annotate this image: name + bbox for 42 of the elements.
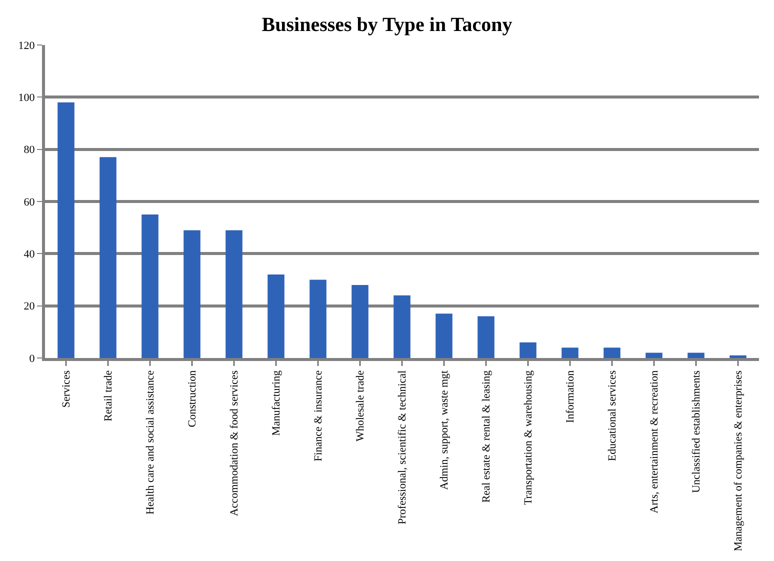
x-tick-label: Information xyxy=(564,370,577,423)
bar xyxy=(562,348,578,358)
bar xyxy=(352,284,368,358)
y-tick-label: 40 xyxy=(24,248,36,261)
x-tick-label: Professional, scientific & technical xyxy=(396,370,409,524)
x-tick-label: Finance & insurance xyxy=(312,370,325,462)
x-tick-label: Construction xyxy=(186,370,199,428)
x-tick-label: Wholesale trade xyxy=(354,370,367,442)
y-tick-label: 80 xyxy=(24,144,36,156)
bar xyxy=(268,274,284,358)
x-tick-label: Manufacturing xyxy=(270,370,283,436)
x-tick-label: Real estate & rental & leasing xyxy=(480,370,493,503)
bar xyxy=(436,314,452,358)
x-tick-label: Admin, support, waste mgt xyxy=(438,370,451,490)
bar xyxy=(58,102,74,358)
bar xyxy=(520,342,536,358)
y-tick-label: 0 xyxy=(29,352,36,365)
bar xyxy=(310,280,326,358)
x-tick-label: Unclassified establishments xyxy=(690,370,703,493)
x-tick-label: Educational services xyxy=(606,370,619,462)
bar xyxy=(142,214,158,358)
bar xyxy=(688,352,704,358)
bar xyxy=(478,316,494,358)
bar xyxy=(100,157,116,358)
x-tick-label: Transportation & warehousing xyxy=(522,370,535,506)
x-tick-label: Health care and social assistance xyxy=(144,370,157,515)
x-tick-label: Management of companies & enterprises xyxy=(732,370,745,552)
bar xyxy=(226,230,242,358)
x-tick-label: Arts, entertainment & recreation xyxy=(648,370,661,514)
bar xyxy=(730,355,746,358)
y-tick-label: 120 xyxy=(18,40,36,52)
x-tick-label: Retail trade xyxy=(102,370,115,422)
bar xyxy=(394,295,410,358)
x-tick-label: Accommodation & food services xyxy=(228,370,241,516)
y-tick-label: 20 xyxy=(24,300,36,313)
chart-title: Businesses by Type in Tacony xyxy=(262,14,512,36)
bar xyxy=(184,230,200,358)
bar xyxy=(646,352,662,358)
x-tick-label: Services xyxy=(60,370,73,408)
y-tick-label: 60 xyxy=(24,196,36,208)
bar xyxy=(604,348,620,358)
y-tick-label: 100 xyxy=(18,92,36,104)
